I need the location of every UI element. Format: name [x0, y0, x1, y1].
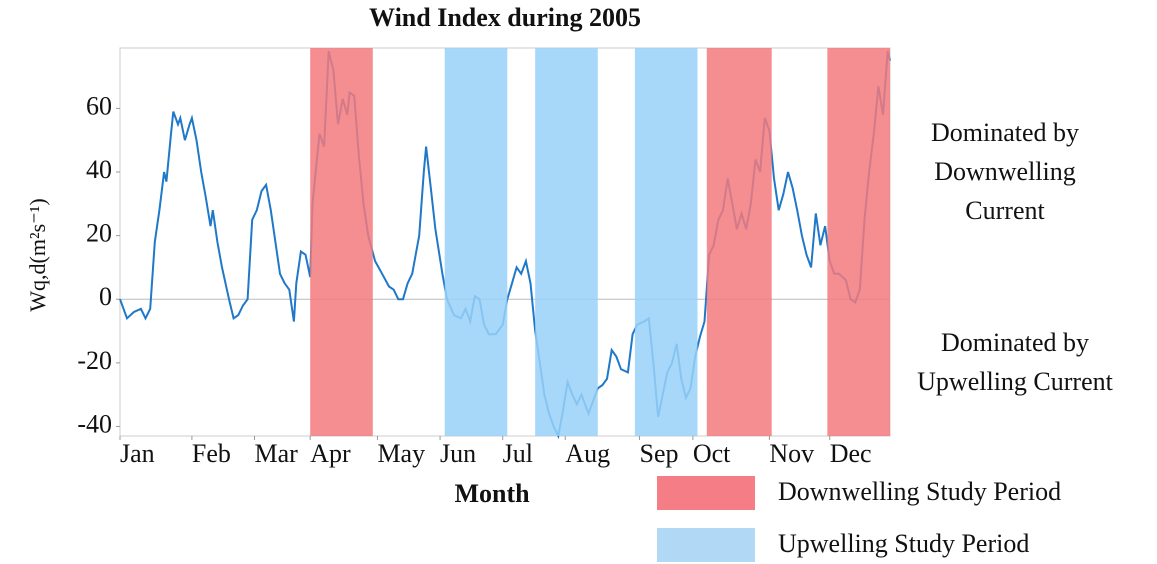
x-tick-label: Nov: [769, 439, 814, 468]
legend-swatch: [657, 528, 755, 562]
y-tick-label: -20: [77, 346, 112, 375]
x-tick-label: Jul: [503, 439, 533, 468]
chart-title: Wind Index during 2005: [369, 3, 641, 32]
annotation: Upwelling Current: [917, 367, 1113, 396]
x-tick-label: Mar: [255, 439, 299, 468]
study-period-band: [706, 48, 772, 436]
x-tick-label: Sep: [640, 439, 679, 468]
legend-label: Downwelling Study Period: [778, 477, 1061, 506]
x-tick-label: Jun: [440, 439, 476, 468]
annotation: Dominated by: [941, 328, 1089, 357]
annotation: Downwelling: [934, 157, 1076, 186]
y-axis-label: Wq,d(m²s⁻¹): [25, 198, 50, 311]
annotation: Dominated by: [931, 118, 1079, 147]
annotation: Current: [965, 196, 1045, 225]
y-tick-label: 0: [99, 282, 112, 311]
x-tick-label: Dec: [830, 439, 872, 468]
x-axis-label: Month: [454, 479, 530, 508]
y-tick-label: 40: [86, 155, 112, 184]
x-tick-label: Feb: [192, 439, 231, 468]
x-tick-label: Aug: [565, 439, 610, 468]
x-tick-label: Oct: [693, 439, 731, 468]
x-tick-label: Jan: [120, 439, 155, 468]
study-period-band: [444, 48, 508, 436]
x-tick-label: Apr: [310, 439, 351, 468]
x-tick-label: May: [377, 439, 425, 468]
study-period-band: [310, 48, 373, 436]
y-tick-label: 20: [86, 219, 112, 248]
y-tick-label: -40: [77, 409, 112, 438]
legend-label: Upwelling Study Period: [778, 529, 1029, 558]
y-tick-label: 60: [86, 91, 112, 120]
study-period-band: [535, 48, 598, 436]
legend-swatch: [657, 476, 755, 510]
study-period-band: [827, 48, 890, 436]
study-period-band: [634, 48, 698, 436]
